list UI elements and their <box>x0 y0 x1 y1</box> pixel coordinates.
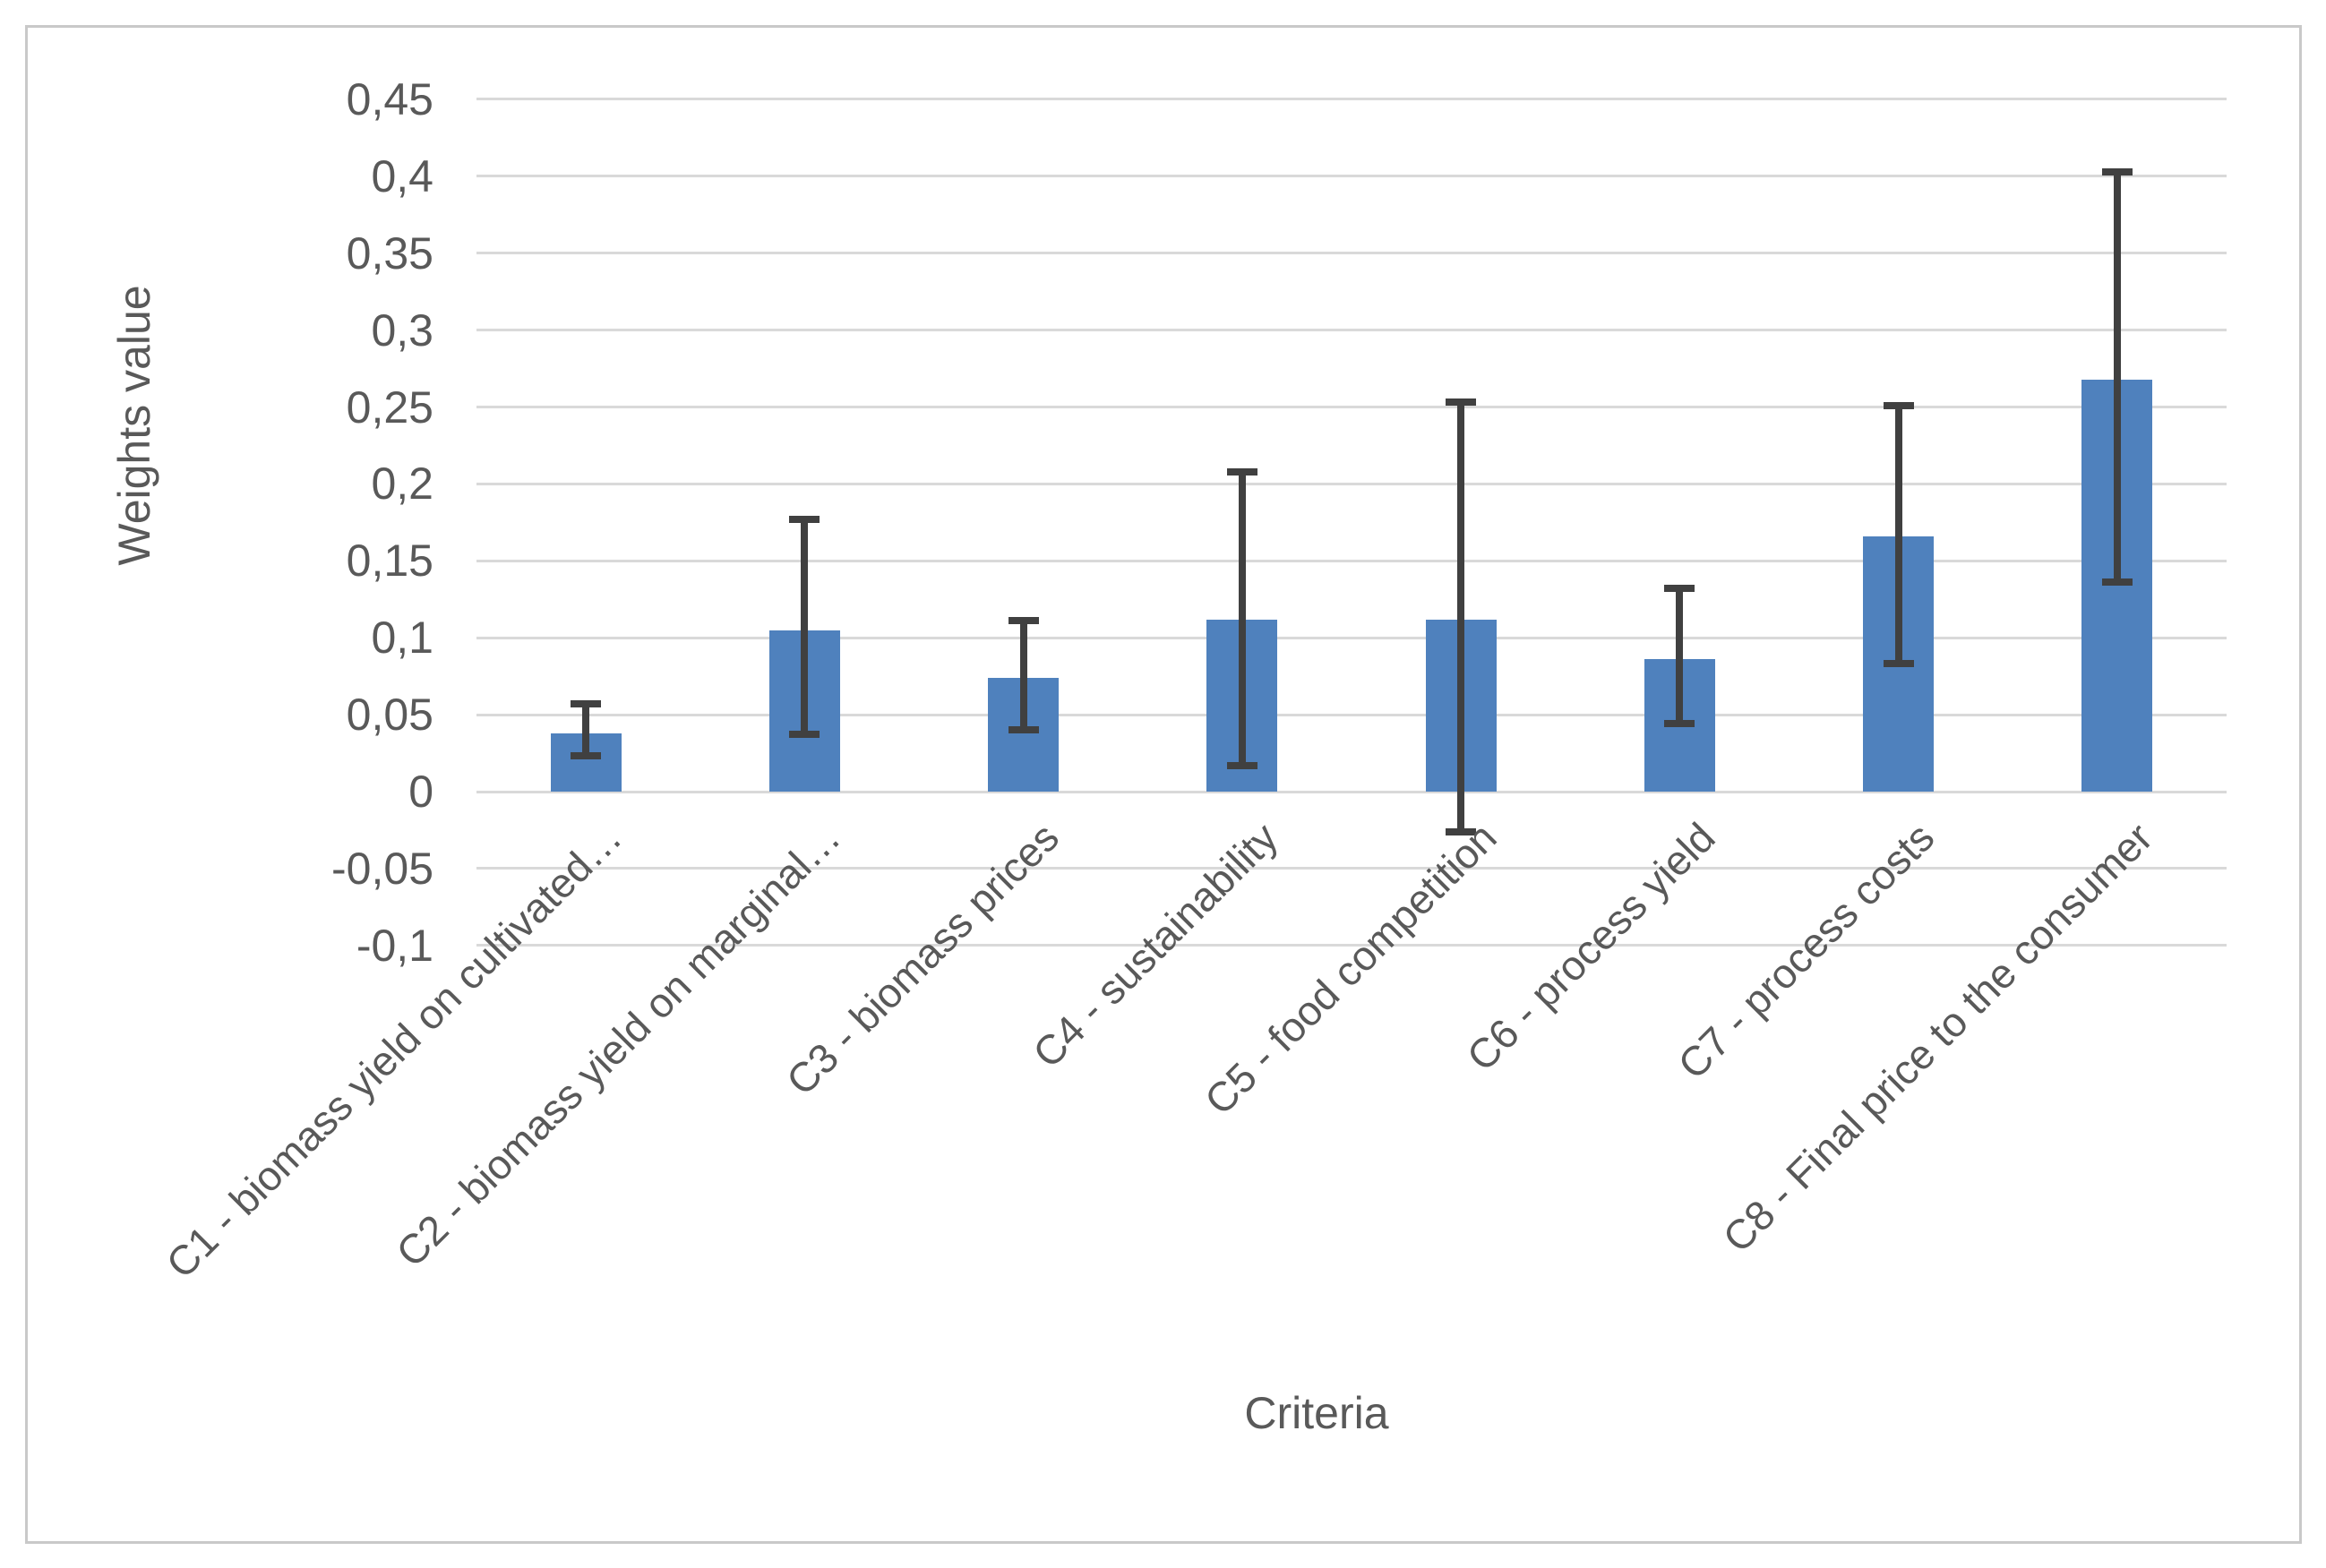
error-bar-cap-bottom-c1 <box>571 752 602 760</box>
error-bar-cap-bottom-c2 <box>789 731 820 739</box>
y-tick-label: -0,1 <box>356 920 433 971</box>
error-bar-line-c7 <box>1894 405 1902 664</box>
gridline <box>476 867 2227 870</box>
error-bar-line-c2 <box>801 518 809 735</box>
error-bar-cap-top-c2 <box>789 515 820 523</box>
y-tick-label: 0,05 <box>346 690 433 741</box>
error-bar-line-c4 <box>1238 471 1246 766</box>
error-bar-line-c5 <box>1457 402 1465 832</box>
gridline <box>476 252 2227 255</box>
y-tick-label: 0 <box>408 767 433 817</box>
y-tick-label: 0,4 <box>371 150 433 201</box>
y-tick-label: 0,45 <box>346 73 433 124</box>
y-tick-label: -0,05 <box>331 843 433 894</box>
gridline <box>476 944 2227 947</box>
error-bar-cap-top-c6 <box>1664 585 1695 593</box>
gridline <box>476 175 2227 178</box>
gridline <box>476 559 2227 562</box>
error-bar-cap-top-c5 <box>1446 398 1477 407</box>
gridline <box>476 790 2227 793</box>
error-bar-cap-top-c1 <box>571 700 602 708</box>
error-bar-line-c1 <box>582 704 590 757</box>
error-bar-cap-bottom-c7 <box>1883 660 1914 668</box>
y-tick-label: 0,2 <box>371 458 433 510</box>
error-bar-cap-bottom-c8 <box>2101 578 2133 587</box>
y-tick-label: 0,15 <box>346 536 433 587</box>
y-tick-label: 0,3 <box>371 304 433 356</box>
error-bar-cap-bottom-c5 <box>1446 827 1477 835</box>
y-tick-label: 0,1 <box>371 613 433 664</box>
error-bar-cap-top-c4 <box>1226 467 1257 476</box>
gridline <box>476 713 2227 716</box>
error-bar-cap-top-c7 <box>1883 401 1914 409</box>
gridline <box>476 98 2227 101</box>
error-bar-cap-top-c8 <box>2101 167 2133 176</box>
error-bar-cap-bottom-c4 <box>1226 761 1257 769</box>
gridline <box>476 329 2227 332</box>
y-tick-label: 0,25 <box>346 381 433 433</box>
error-bar-line-c3 <box>1019 621 1027 731</box>
x-axis-title: Criteria <box>1244 1388 1389 1438</box>
error-bar-line-c8 <box>2113 171 2121 583</box>
error-bar-line-c6 <box>1676 588 1684 724</box>
gridline <box>476 406 2227 408</box>
error-bar-cap-top-c3 <box>1008 617 1039 625</box>
y-tick-label: 0,35 <box>346 227 433 278</box>
error-bar-cap-bottom-c3 <box>1008 726 1039 734</box>
y-axis-title: Weights value <box>109 285 159 566</box>
gridline <box>476 482 2227 485</box>
error-bar-cap-bottom-c6 <box>1664 720 1695 728</box>
gridline <box>476 636 2227 639</box>
